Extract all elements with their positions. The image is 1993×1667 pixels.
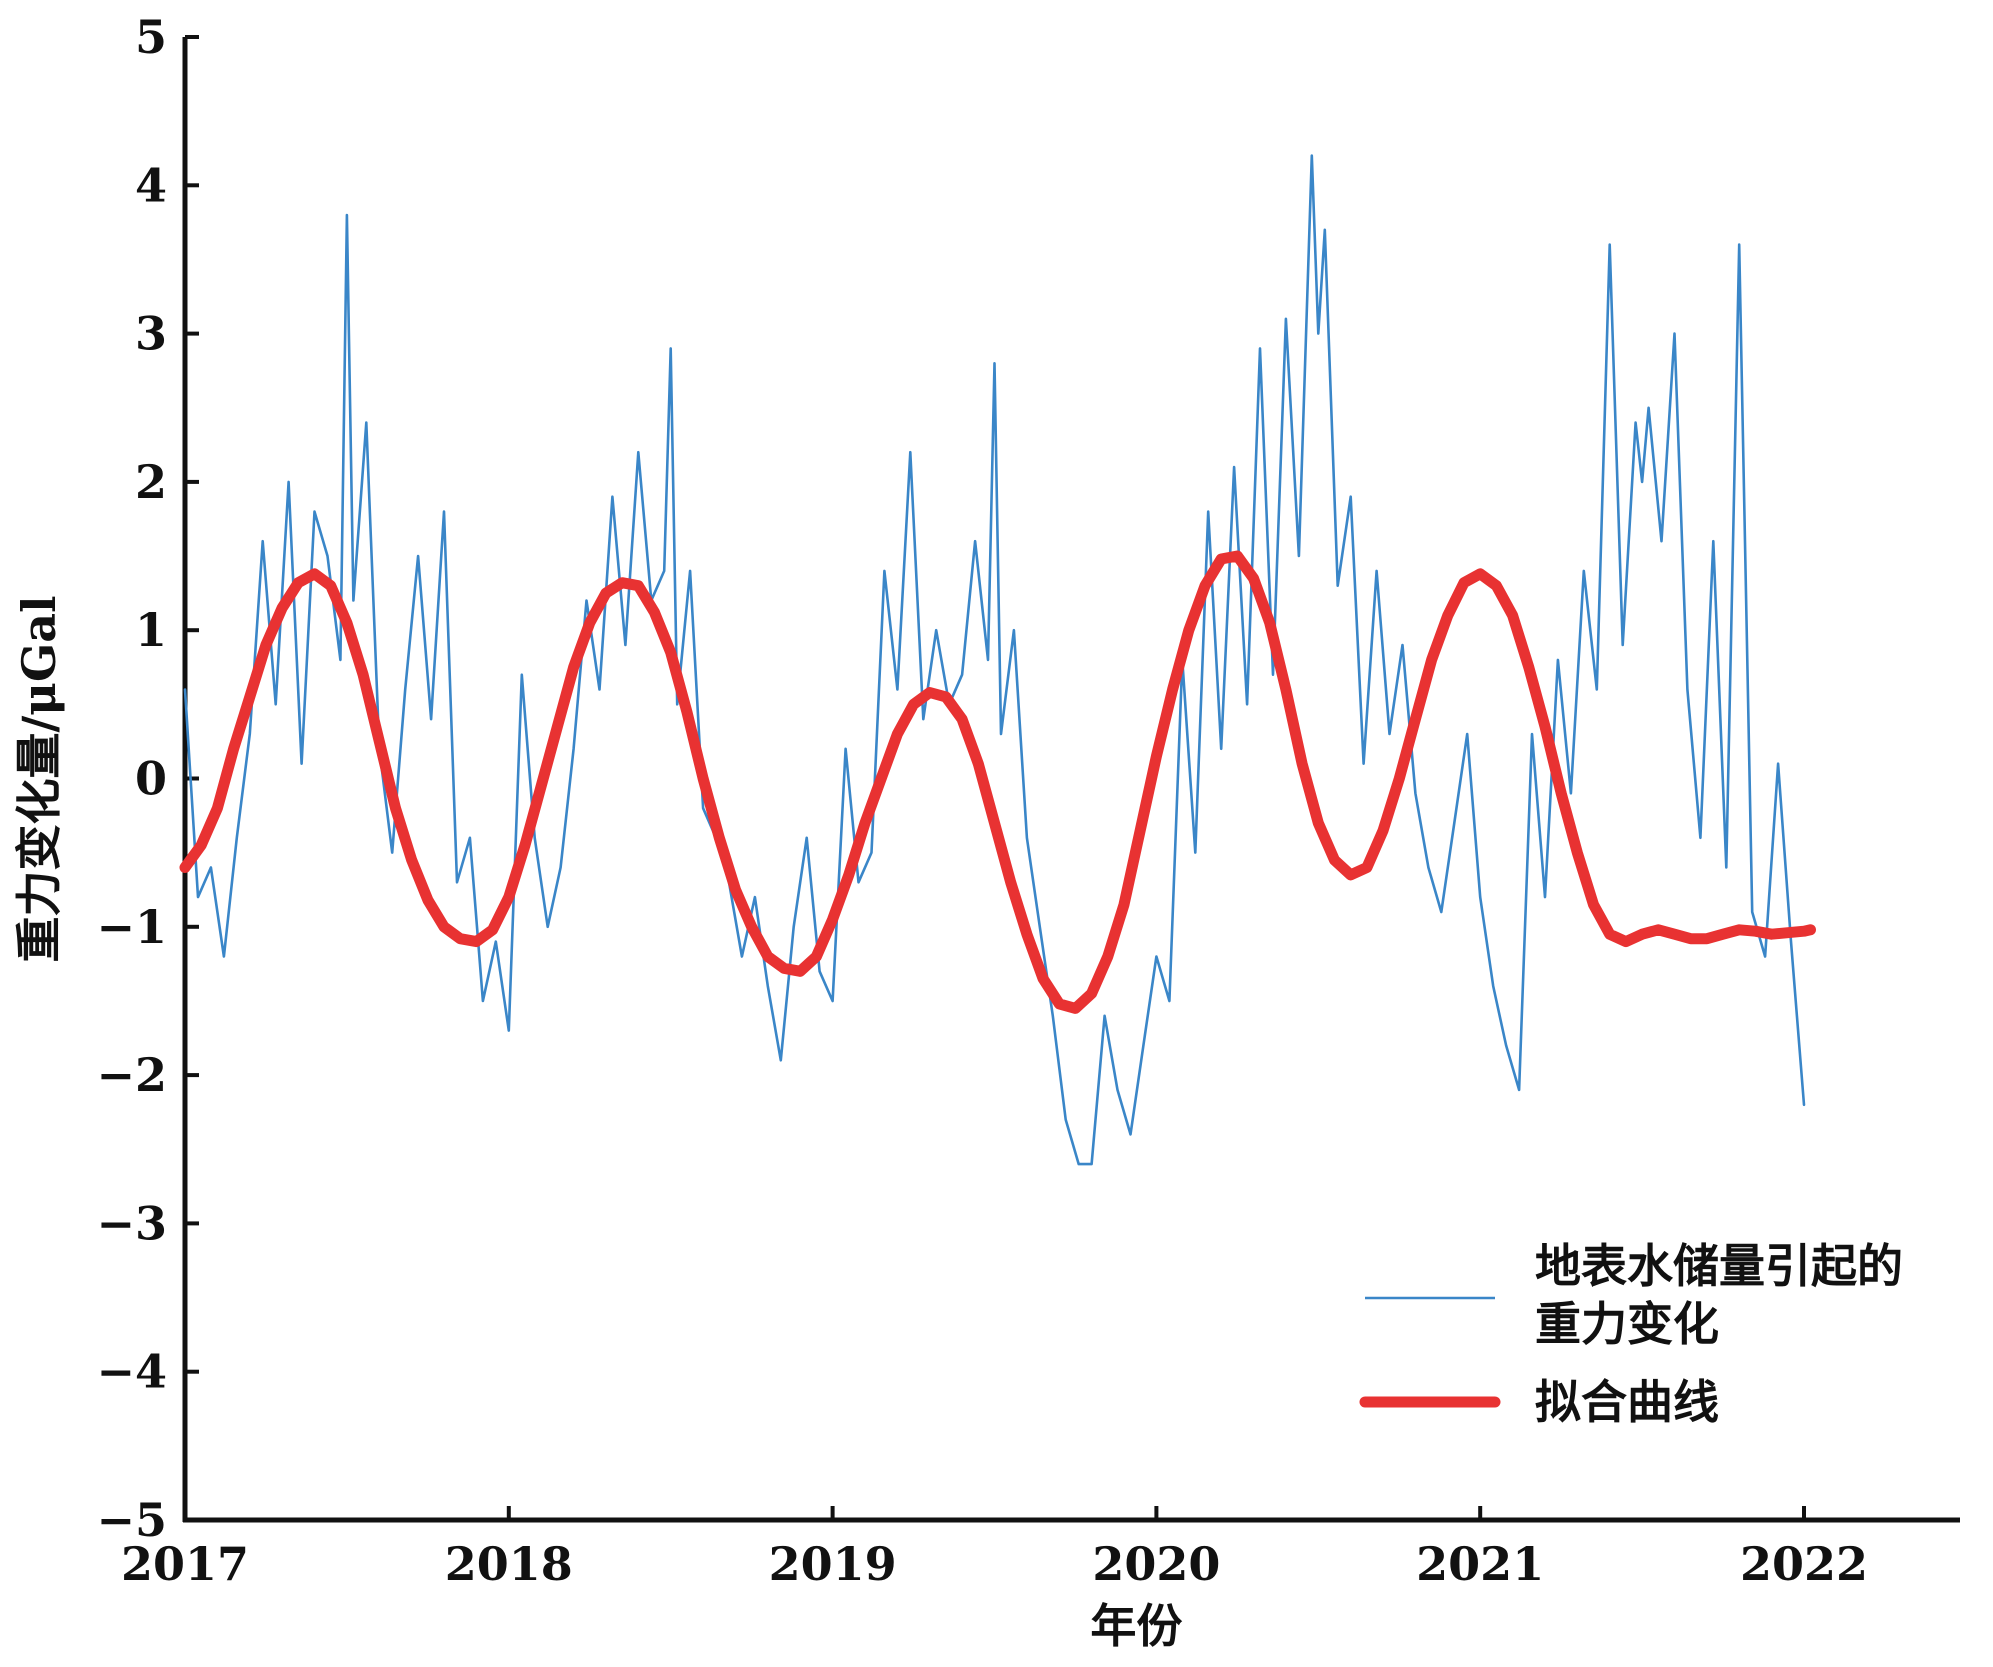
y-tick-label: 0 (135, 752, 167, 806)
x-tick-label: 2019 (769, 1537, 897, 1591)
x-tick-label: 2021 (1416, 1537, 1544, 1591)
y-tick-label: 3 (135, 307, 167, 361)
y-tick-label: 4 (135, 158, 167, 212)
x-ticks-group: 2017 2018 2019 2020 2021 2022 (121, 1506, 1868, 1591)
x-tick-label: 2018 (445, 1537, 573, 1591)
x-tick-label: 2017 (121, 1537, 249, 1591)
series-line-fit-curve (179, 550, 1816, 1014)
legend-label-surface-water-line2: 重力变化 (1535, 1297, 1719, 1351)
y-tick-label: 2 (135, 455, 167, 509)
y-ticks-group: −5 −4 −3 −2 −1 0 1 2 3 4 5 (96, 10, 199, 1547)
legend-label-surface-water-line1: 地表水储量引起的 (1535, 1239, 1903, 1293)
x-axis-title: 年份 (1090, 1599, 1182, 1653)
y-tick-label: −5 (96, 1493, 167, 1547)
x-tick-label: 2020 (1092, 1537, 1220, 1591)
legend-label-fit-curve: 拟合曲线 (1535, 1375, 1719, 1429)
series-group (179, 154, 1816, 1166)
y-tick-label: −1 (96, 900, 167, 954)
y-tick-label: 5 (135, 10, 167, 64)
y-axis-title: 重力变化量/μGal (12, 595, 66, 962)
legend: 地表水储量引起的 重力变化 拟合曲线 (1359, 1239, 1903, 1429)
y-tick-label: 1 (135, 603, 167, 657)
y-tick-label: −4 (96, 1345, 167, 1399)
y-tick-label: −3 (96, 1196, 167, 1250)
series-line-surface-water (183, 154, 1806, 1166)
x-tick-label: 2022 (1740, 1537, 1868, 1591)
y-tick-label: −2 (96, 1048, 167, 1102)
